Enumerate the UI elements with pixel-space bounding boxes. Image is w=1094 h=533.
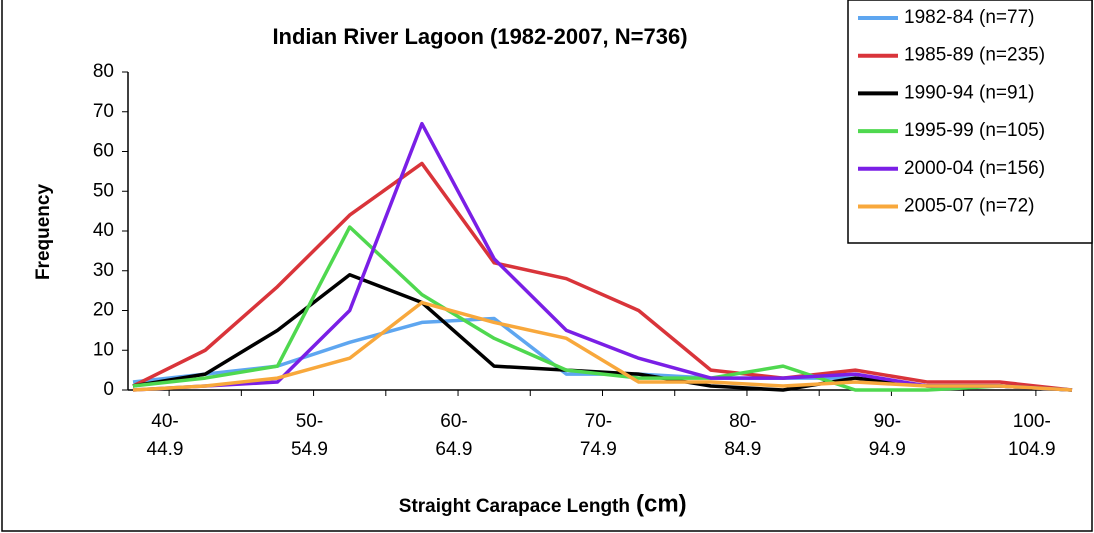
x-tick-label: 90- 94.9 xyxy=(868,411,906,460)
legend-label: 2000-04 (n=156) xyxy=(904,158,1045,179)
x-tick-label: 50- 54.9 xyxy=(290,411,328,460)
y-tick-label: 10 xyxy=(93,339,114,360)
y-axis-title: Frequency xyxy=(33,184,54,281)
series-line xyxy=(132,300,1073,392)
x-tick-label: 100- 104.9 xyxy=(1007,411,1056,460)
legend-label: 1995-99 (n=105) xyxy=(904,120,1045,141)
y-tick-label: 70 xyxy=(93,101,114,122)
legend-label: 1990-94 (n=91) xyxy=(904,82,1034,103)
legend-label: 2005-07 (n=72) xyxy=(904,196,1034,217)
x-tick-label: 60- 64.9 xyxy=(435,411,473,460)
chart-title: Indian River Lagoon (1982-2007, N=736) xyxy=(272,24,687,49)
legend-label: 1982-84 (n=77) xyxy=(904,7,1034,28)
y-tick-label: 0 xyxy=(103,379,114,400)
legend-box xyxy=(847,0,1093,244)
legend-label: 1985-89 (n=235) xyxy=(904,45,1045,66)
y-tick-label: 80 xyxy=(93,61,114,82)
y-tick-label: 30 xyxy=(93,260,114,281)
x-axis-unit: (cm) xyxy=(636,490,687,517)
x-tick-label: 70- 74.9 xyxy=(579,411,617,460)
series-line xyxy=(132,161,1073,392)
x-tick-label: 80- 84.9 xyxy=(724,411,762,460)
y-tick-label: 40 xyxy=(93,220,114,241)
y-tick-label: 50 xyxy=(93,180,114,201)
y-tick-label: 60 xyxy=(93,141,114,162)
x-axis-title: Straight Carapace Length xyxy=(399,496,630,517)
x-tick-label: 40- 44.9 xyxy=(146,411,184,460)
y-tick-label: 20 xyxy=(93,300,114,321)
series-line xyxy=(132,225,1073,392)
